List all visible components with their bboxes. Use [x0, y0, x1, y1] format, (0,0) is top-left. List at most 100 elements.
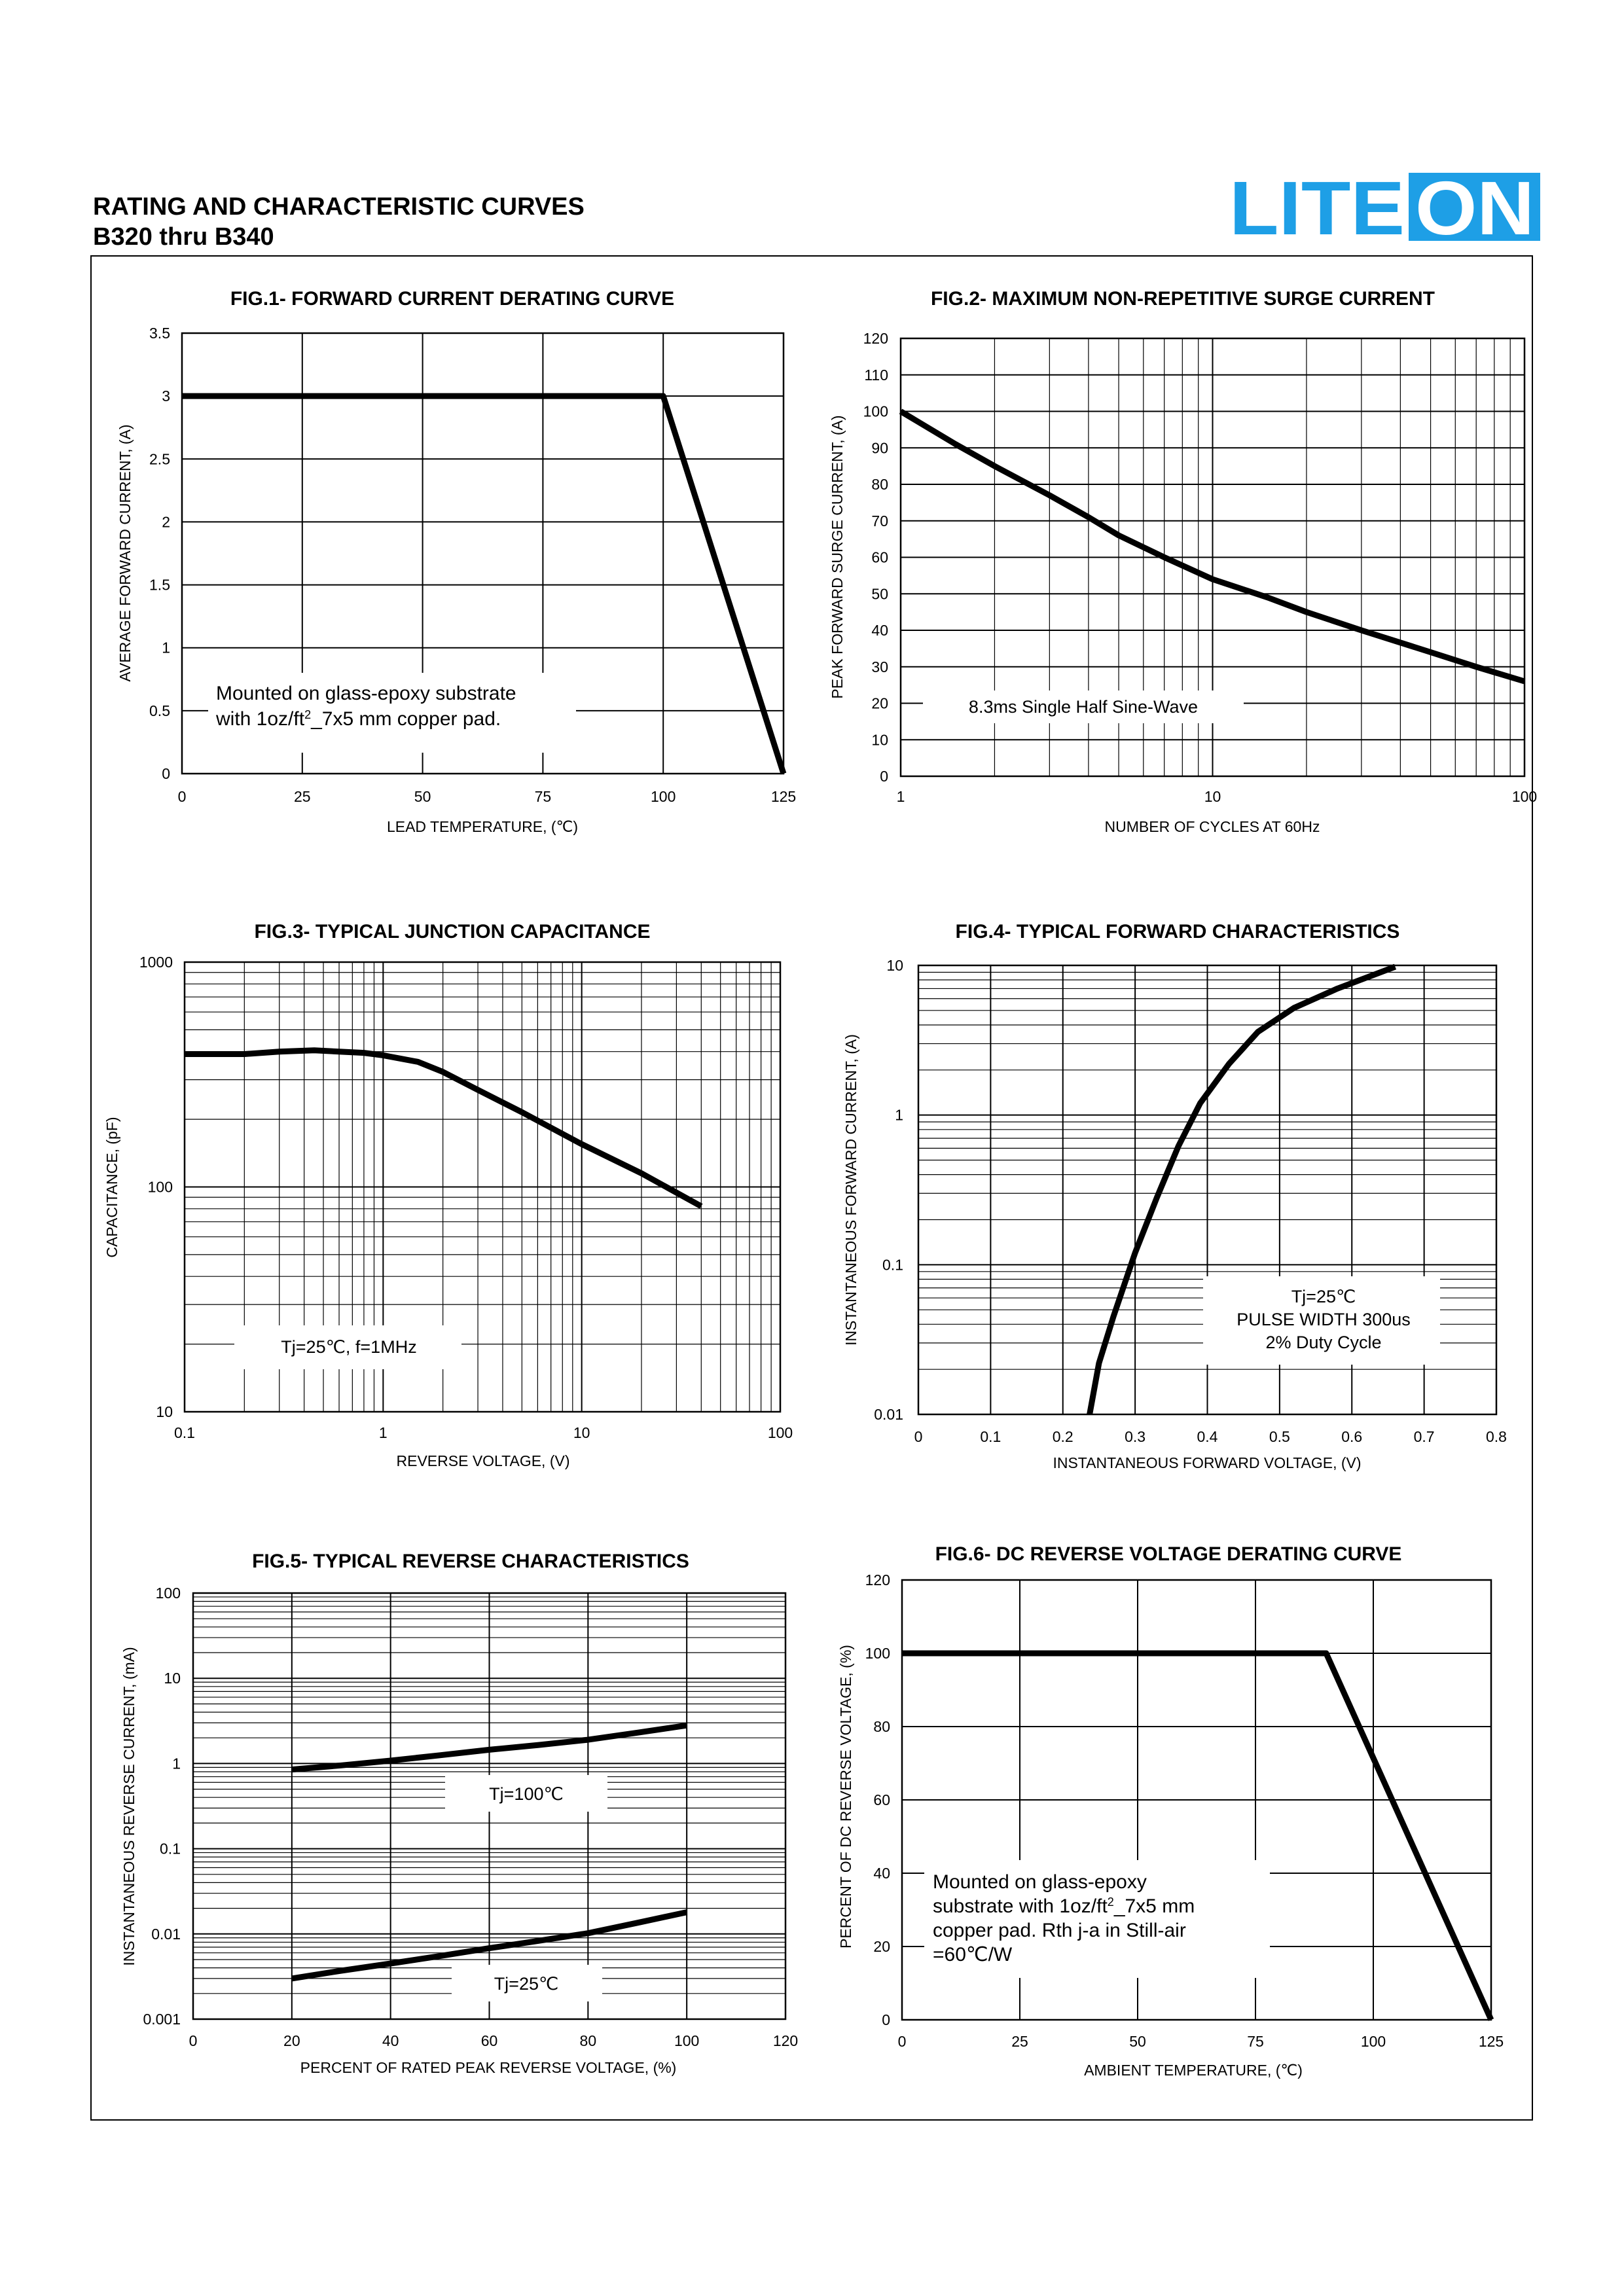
annotation-span: Mounted on glass-epoxy substrate	[216, 683, 516, 704]
y-tick-label: 60	[871, 549, 888, 566]
series-line-1	[291, 1722, 687, 1773]
y-tick-label: 90	[871, 439, 888, 456]
x-tick-label: 60	[481, 2032, 498, 2049]
annotation-text: 2% Duty Cycle	[1265, 1333, 1381, 1352]
x-tick-label: 10	[1204, 788, 1221, 805]
y-tick-label: 10	[164, 1670, 181, 1687]
annotation-superscript: 2	[1108, 1895, 1114, 1909]
y-tick-label: 100	[148, 1179, 173, 1196]
x-tick-label: 25	[294, 788, 311, 805]
annotation-span: 8.3ms Single Half Sine-Wave	[969, 697, 1198, 717]
annotation-span: Tj=25℃, f=1MHz	[281, 1337, 416, 1357]
y-tick-label: 0.01	[151, 1926, 181, 1943]
y-tick-label: 3	[162, 387, 170, 404]
page-title: RATING AND CHARACTERISTIC CURVES	[93, 193, 585, 221]
y-tick-label: 30	[871, 658, 888, 675]
x-tick-label: 0.1	[174, 1424, 195, 1441]
y-axis-label: INSTANTANEOUS REVERSE CURRENT, (mA)	[120, 1647, 137, 1965]
y-tick-label: 3.5	[149, 325, 170, 342]
annotation-text: Tj=25℃	[494, 1974, 559, 1994]
y-tick-label: 0.5	[149, 702, 170, 719]
annotation-span: =60℃/W	[933, 1944, 1013, 1965]
plot-area	[901, 1579, 1492, 2021]
annotation-background	[445, 1775, 607, 1812]
x-tick-label: 100	[768, 1424, 793, 1441]
annotation-background	[923, 691, 1244, 723]
x-tick-label: 0.3	[1125, 1428, 1146, 1445]
annotation-text: substrate with 1oz/ft2_7x5 mm	[933, 1895, 1195, 1917]
annotation-span: Tj=25℃	[1291, 1287, 1356, 1306]
annotation-text: 8.3ms Single Half Sine-Wave	[969, 697, 1198, 717]
x-axis-label: LEAD TEMPERATURE, (℃)	[387, 818, 578, 835]
annotation-span: Tj=25℃	[494, 1974, 559, 1994]
x-tick-label: 20	[283, 2032, 300, 2049]
annotation-text: with 1oz/ft2_7x5 mm copper pad.	[215, 708, 501, 730]
annotation-background	[452, 1965, 602, 2001]
annotation-background	[924, 1860, 1270, 1978]
x-tick-label: 100	[651, 788, 676, 805]
page-subtitle: B320 thru B340	[93, 223, 274, 251]
annotation-text: PULSE WIDTH 300us	[1236, 1310, 1411, 1329]
series-line-1	[902, 1650, 1494, 2021]
x-tick-label: 1	[379, 1424, 388, 1441]
x-tick-label: 75	[1247, 2033, 1264, 2050]
y-axis-label: CAPACITANCE, (pF)	[103, 1117, 120, 1257]
annotation-text: Mounted on glass-epoxy	[933, 1871, 1147, 1893]
x-tick-label: 0	[189, 2032, 198, 2049]
figure-frame	[90, 255, 1533, 2121]
x-tick-label: 100	[674, 2032, 699, 2049]
x-tick-label: 0.5	[1269, 1428, 1290, 1445]
annotation-superscript: 2	[304, 708, 311, 721]
series-line-1	[899, 408, 1526, 685]
annotation-span: 2% Duty Cycle	[1265, 1333, 1381, 1352]
x-tick-label: 1	[897, 788, 905, 805]
x-axis-label: INSTANTANEOUS FORWARD VOLTAGE, (V)	[1053, 1454, 1361, 1471]
annotation-text: Tj=25℃	[1291, 1287, 1356, 1306]
x-tick-label: 100	[1512, 788, 1537, 805]
series-line-1	[1087, 963, 1397, 1415]
y-tick-label: 10	[886, 957, 903, 974]
annotation-span: _7x5 mm copper pad.	[310, 708, 501, 730]
y-tick-label: 0	[882, 2011, 890, 2028]
chart-title: FIG.5- TYPICAL REVERSE CHARACTERISTICS	[252, 1551, 689, 1572]
y-tick-label: 0.1	[160, 1840, 181, 1857]
x-tick-label: 0.4	[1197, 1428, 1218, 1445]
annotation-span: copper pad. Rth j-a in Still-air	[933, 1920, 1186, 1941]
y-tick-label: 20	[871, 695, 888, 712]
y-tick-label: 1000	[139, 954, 173, 971]
y-tick-label: 0.01	[874, 1406, 903, 1423]
annotation-span: Tj=100℃	[489, 1784, 564, 1804]
x-axis-label: NUMBER OF CYCLES AT 60Hz	[1105, 818, 1320, 835]
logo-text-on: ON	[1415, 173, 1534, 241]
y-tick-label: 110	[864, 367, 888, 384]
y-tick-label: 80	[871, 476, 888, 493]
annotation-text: Tj=100℃	[489, 1784, 564, 1804]
y-tick-label: 60	[873, 1791, 890, 1808]
y-tick-label: 1	[172, 1755, 181, 1772]
x-tick-label: 25	[1011, 2033, 1028, 2050]
x-tick-label: 0.1	[980, 1428, 1001, 1445]
y-tick-label: 120	[865, 1571, 890, 1588]
y-tick-label: 0.001	[143, 2011, 181, 2028]
x-tick-label: 10	[573, 1424, 590, 1441]
annotation-background	[208, 673, 576, 753]
logo-box	[1409, 173, 1540, 241]
plot-area	[192, 1592, 787, 2020]
annotation-text: Mounted on glass-epoxy substrate	[216, 683, 516, 704]
annotation-text: =60℃/W	[933, 1944, 1013, 1965]
chart-title: FIG.4- TYPICAL FORWARD CHARACTERISTICS	[956, 921, 1400, 942]
y-axis-label: INSTANTANEOUS FORWARD CURRENT, (A)	[842, 1034, 859, 1346]
x-axis-label: REVERSE VOLTAGE, (V)	[397, 1452, 570, 1469]
x-axis-label: PERCENT OF RATED PEAK REVERSE VOLTAGE, (…	[300, 2059, 677, 2076]
annotation-background	[234, 1325, 461, 1369]
x-tick-label: 0	[178, 788, 187, 805]
x-tick-label: 80	[580, 2032, 597, 2049]
annotation-background	[1203, 1276, 1440, 1365]
x-tick-label: 125	[1479, 2033, 1504, 2050]
y-tick-label: 10	[156, 1403, 173, 1420]
y-tick-label: 100	[863, 403, 888, 420]
